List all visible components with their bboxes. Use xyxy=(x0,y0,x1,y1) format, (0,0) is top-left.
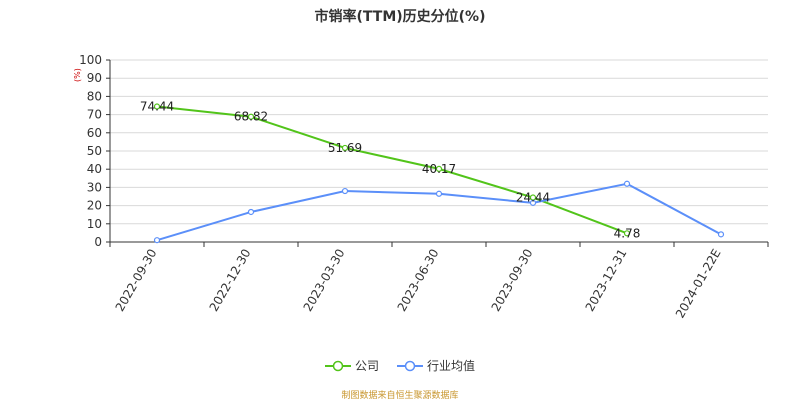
y-tick-label: 100 xyxy=(79,53,102,67)
y-tick-label: 50 xyxy=(87,144,102,158)
data-point xyxy=(153,237,161,244)
y-tick-label: 40 xyxy=(87,162,102,176)
x-tick-label: 2023-12-31 xyxy=(583,247,630,314)
x-tick-label: 2023-09-30 xyxy=(489,247,536,314)
y-tick-labels: 0 10 20 30 40 50 60 70 80 90 100 xyxy=(79,53,102,249)
series-line-0 xyxy=(156,105,628,235)
data-point xyxy=(717,231,725,238)
x-tick-label: 2022-12-30 xyxy=(207,247,254,314)
source-note: 制图数据来自恒生聚源数据库 xyxy=(341,391,459,401)
legend-label: 行业均值 xyxy=(427,359,476,373)
data-label: 4.78 xyxy=(614,226,641,240)
legend-marker-icon xyxy=(324,360,351,371)
y-tick-label: 80 xyxy=(87,89,102,103)
y-tick-label: 90 xyxy=(87,71,102,85)
legend-circle xyxy=(404,360,416,371)
legend: 公司 行业均值 xyxy=(0,357,800,374)
data-point xyxy=(623,230,631,237)
legend-item[interactable]: 行业均值 xyxy=(397,357,475,374)
data-point xyxy=(341,187,349,195)
data-point xyxy=(435,165,443,172)
y-tick-label: 20 xyxy=(87,199,102,213)
data-label: 51.69 xyxy=(328,141,362,155)
grid-lines xyxy=(110,59,768,243)
data-point xyxy=(247,208,255,216)
data-point xyxy=(247,113,255,120)
data-point xyxy=(529,199,537,206)
data-label: 74.44 xyxy=(140,100,174,114)
y-tick-label: 10 xyxy=(87,217,102,231)
data-point xyxy=(153,103,161,110)
data-label: 68.82 xyxy=(234,110,268,124)
data-point xyxy=(623,180,631,187)
y-axis-label: (%) xyxy=(73,68,82,82)
legend-marker-icon xyxy=(397,360,423,371)
x-tick-labels: 2022-09-30 2022-12-30 2023-03-30 2023-06-30… xyxy=(113,247,724,321)
y-tick-label: 0 xyxy=(94,235,102,249)
data-point xyxy=(435,190,443,197)
data-labels: 74.44 68.82 51.69 40.17 24.44 4.78 xyxy=(140,100,641,241)
legend-circle xyxy=(332,360,344,371)
data-label: 24.44 xyxy=(516,191,550,205)
y-tick-label: 60 xyxy=(87,126,102,140)
x-tick-label: 2023-03-30 xyxy=(301,247,348,314)
x-tick-label: 2024-01-22E xyxy=(673,247,724,321)
legend-label: 公司 xyxy=(354,359,379,373)
x-tick-label: 2022-09-30 xyxy=(113,247,160,314)
series-points xyxy=(153,103,725,244)
data-label: 40.17 xyxy=(422,162,456,176)
y-tick-label: 30 xyxy=(87,180,102,194)
axes xyxy=(106,59,769,247)
y-tick-label: 70 xyxy=(87,108,102,122)
chart-title: 市销率(TTM)历史分位(%) xyxy=(314,9,486,25)
legend-item[interactable]: 公司 xyxy=(324,357,379,374)
x-tick-label: 2023-06-30 xyxy=(395,247,442,314)
data-point xyxy=(341,144,349,152)
